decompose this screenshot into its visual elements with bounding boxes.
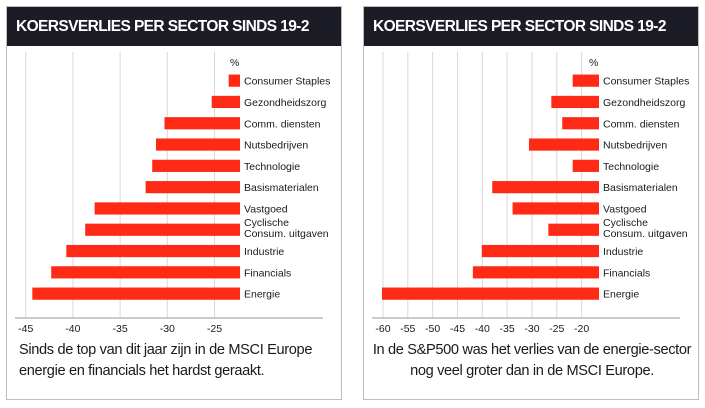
bar-chart: -45 -40 -35 -30 -25% Consumer Staples Gezondhe… xyxy=(15,52,330,335)
category-label: Cyclische xyxy=(244,217,289,229)
x-tick-label: -45 xyxy=(18,323,33,335)
category-label: Financials xyxy=(244,267,291,279)
bar xyxy=(572,74,599,87)
bar xyxy=(381,287,599,300)
category-label: Technologie xyxy=(603,161,659,173)
category-label: Financials xyxy=(603,267,650,279)
bar xyxy=(512,202,599,215)
bar xyxy=(211,95,240,109)
x-tick-label: -25 xyxy=(549,323,564,335)
x-tick-label: -55 xyxy=(400,323,415,335)
bar xyxy=(548,223,599,236)
category-label: Industrie xyxy=(244,246,284,258)
bar xyxy=(228,74,240,87)
category-label: Consum. uitgaven xyxy=(603,228,688,240)
x-tick-label: -25 xyxy=(207,323,222,335)
x-tick-label: -60 xyxy=(375,323,390,335)
bar-chart: -60 -55 -50 -45 -40 -35 -30 -25 -20% Consumer Sta… xyxy=(372,52,689,335)
category-label: Cyclische xyxy=(603,217,648,229)
x-tick-label: -45 xyxy=(450,323,465,335)
category-label: Nutsbedrijven xyxy=(244,140,308,152)
chart-panel-msci-europe: KOERSVERLIES PER SECTOR SINDS 19-2 -45 -4… xyxy=(6,6,342,400)
category-label: Industrie xyxy=(603,246,643,258)
bar xyxy=(85,223,240,236)
bar xyxy=(155,138,240,151)
chart-caption: In de S&P500 was het verlies van de ener… xyxy=(372,342,692,379)
x-tick-label: -40 xyxy=(475,323,490,335)
chart-caption: Sinds de top van dit jaar zijn in de MSC… xyxy=(19,342,313,379)
bar xyxy=(66,244,240,258)
category-label: Consum. uitgaven xyxy=(244,228,329,240)
bar xyxy=(152,159,240,172)
category-label: Nutsbedrijven xyxy=(603,140,667,152)
category-label: Basismaterialen xyxy=(244,182,319,194)
x-tick-label: -50 xyxy=(425,323,440,335)
category-label: Comm. diensten xyxy=(603,118,680,130)
bar xyxy=(145,181,240,194)
category-label: Energie xyxy=(244,289,280,301)
x-tick-label: -35 xyxy=(500,323,515,335)
category-label: Basismaterialen xyxy=(603,182,678,194)
bar xyxy=(551,95,599,109)
category-label: Vastgoed xyxy=(244,203,288,215)
x-tick-label: -20 xyxy=(574,323,589,335)
bar xyxy=(481,244,599,258)
bar xyxy=(492,181,599,194)
x-tick-label: -35 xyxy=(113,323,128,335)
bar xyxy=(562,117,599,130)
bar xyxy=(528,138,599,151)
x-tick-label: -30 xyxy=(524,323,539,335)
category-label: Gezondheidszorg xyxy=(603,97,685,109)
bar xyxy=(51,266,241,279)
bar xyxy=(472,266,599,279)
bar xyxy=(572,159,599,172)
x-tick-label: -30 xyxy=(160,323,175,335)
bar xyxy=(94,202,241,215)
panel-title: KOERSVERLIES PER SECTOR SINDS 19-2 xyxy=(364,7,698,46)
category-label: Gezondheidszorg xyxy=(244,97,326,109)
category-label: Consumer Staples xyxy=(244,76,330,88)
bar xyxy=(164,117,240,130)
x-tick-label: -40 xyxy=(65,323,80,335)
category-label: Comm. diensten xyxy=(244,118,321,130)
bar xyxy=(32,287,240,300)
unit-label: % xyxy=(589,57,598,69)
category-label: Vastgoed xyxy=(603,203,647,215)
category-label: Technologie xyxy=(244,161,300,173)
unit-label: % xyxy=(230,57,239,69)
panel-title: KOERSVERLIES PER SECTOR SINDS 19-2 xyxy=(7,7,341,46)
category-label: Energie xyxy=(603,289,639,301)
category-label: Consumer Staples xyxy=(603,76,689,88)
chart-panel-sp500: KOERSVERLIES PER SECTOR SINDS 19-2 -60 -5… xyxy=(363,6,699,400)
